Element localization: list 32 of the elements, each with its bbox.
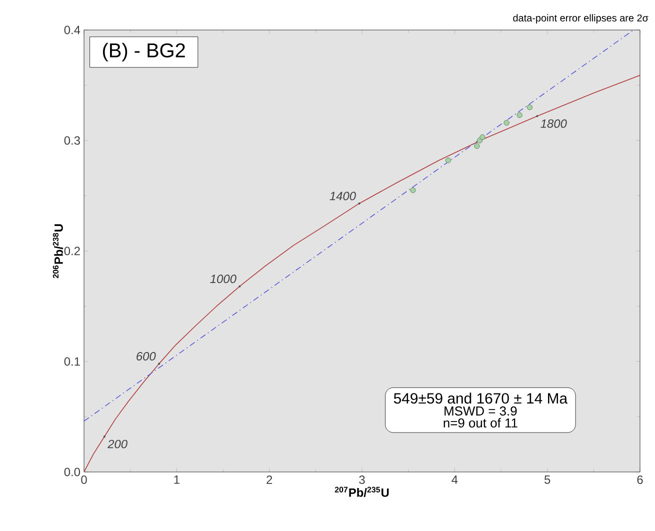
annotation: 1800 — [540, 119, 567, 128]
annotation: 200 — [108, 440, 128, 448]
x-tick-label: 5 — [544, 476, 550, 484]
x-tick-label: 0 — [81, 476, 87, 484]
y-tick-label: 0.1 — [64, 357, 80, 366]
point — [504, 120, 510, 126]
x-tick-label: 1 — [174, 476, 180, 484]
annotation: 549±59 and 1670 ± 14 Ma — [394, 392, 568, 404]
x-tick-label: 2 — [266, 476, 272, 484]
y-tick-label: 0.4 — [64, 26, 80, 34]
y-tick-label: 0.0 — [64, 468, 80, 476]
annotation: 1000 — [210, 274, 236, 284]
x-tick-label: 4 — [452, 476, 458, 484]
point — [526, 104, 533, 110]
text: data-point error ellipses are 2σ — [513, 14, 648, 24]
line-series — [84, 74, 640, 472]
x-tick-label: 6 — [637, 476, 643, 484]
point — [474, 143, 480, 149]
y-tick-label: 0.3 — [64, 136, 80, 145]
point — [410, 187, 416, 194]
annotation: MSWD = 3.9 — [444, 406, 517, 416]
annotation: 600 — [136, 352, 156, 360]
point — [480, 134, 486, 140]
x-axis-title: $^{207}$Pb/$^{235}$U — [334, 486, 389, 497]
point — [445, 158, 451, 164]
x-tick-label: 3 — [359, 476, 365, 484]
annotation: n=9 out of 11 — [444, 418, 518, 428]
text: (B) - BG2 — [103, 42, 185, 62]
point — [516, 112, 522, 118]
y-tick-label: 0.2 — [64, 246, 80, 256]
y-axis-title: $^{206}$Pb/$^{238}$U — [52, 224, 64, 278]
annotation: 1400 — [330, 192, 356, 200]
